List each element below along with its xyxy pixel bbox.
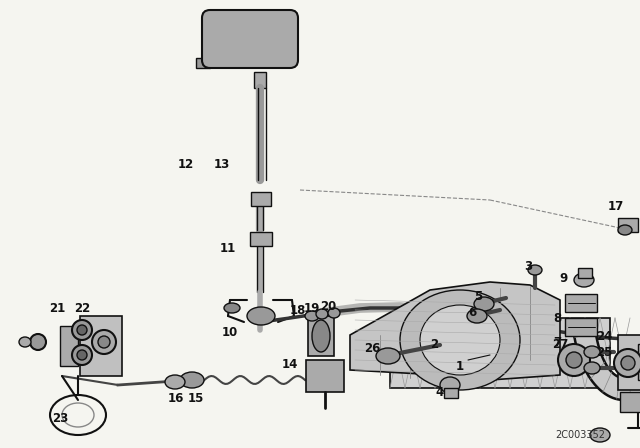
Bar (618, 335, 640, 390)
Bar (444, 388, 458, 398)
Text: 2: 2 (430, 339, 438, 352)
Ellipse shape (266, 56, 282, 68)
Ellipse shape (312, 320, 330, 352)
Text: 1: 1 (456, 359, 464, 372)
Ellipse shape (614, 349, 640, 377)
Text: 2C003352: 2C003352 (555, 430, 605, 440)
Text: 17: 17 (608, 199, 624, 212)
Text: 18: 18 (290, 303, 306, 316)
Ellipse shape (165, 375, 185, 389)
Ellipse shape (584, 362, 600, 374)
Ellipse shape (247, 307, 275, 325)
Ellipse shape (618, 225, 632, 235)
Ellipse shape (400, 290, 520, 390)
Text: 4: 4 (436, 387, 444, 400)
Ellipse shape (467, 309, 487, 323)
Bar (251, 192, 271, 206)
Text: 5: 5 (474, 289, 482, 302)
Text: 7: 7 (553, 336, 561, 349)
Ellipse shape (528, 265, 542, 275)
Ellipse shape (574, 273, 594, 287)
Text: 21: 21 (49, 302, 65, 314)
Ellipse shape (180, 372, 204, 388)
Text: 8: 8 (553, 311, 561, 324)
Text: 25: 25 (596, 345, 612, 358)
Text: 27: 27 (552, 339, 568, 352)
Ellipse shape (584, 346, 600, 358)
Bar (196, 58, 210, 68)
Ellipse shape (77, 350, 87, 360)
Bar (80, 316, 122, 376)
Ellipse shape (440, 377, 460, 393)
Text: 3: 3 (524, 260, 532, 273)
Bar (565, 318, 597, 336)
Bar (254, 72, 266, 88)
Ellipse shape (621, 356, 635, 370)
Ellipse shape (72, 345, 92, 365)
Ellipse shape (558, 344, 590, 376)
Bar (60, 326, 78, 366)
Ellipse shape (328, 308, 340, 318)
Bar (250, 232, 272, 246)
Text: 10: 10 (222, 327, 238, 340)
Text: 16: 16 (168, 392, 184, 405)
Ellipse shape (77, 325, 87, 335)
Polygon shape (573, 321, 640, 400)
Bar (620, 392, 640, 412)
Bar (578, 268, 592, 278)
Ellipse shape (590, 428, 610, 442)
Text: 15: 15 (188, 392, 204, 405)
Ellipse shape (566, 352, 582, 368)
Text: 26: 26 (364, 341, 380, 354)
Text: 19: 19 (304, 302, 320, 314)
Ellipse shape (98, 336, 110, 348)
Text: 23: 23 (52, 412, 68, 425)
Bar (306, 360, 344, 392)
Ellipse shape (420, 305, 500, 375)
Ellipse shape (30, 334, 46, 350)
Ellipse shape (474, 297, 494, 311)
Ellipse shape (305, 311, 319, 321)
Text: 14: 14 (282, 358, 298, 371)
Text: 12: 12 (178, 159, 194, 172)
Bar (638, 344, 640, 380)
Ellipse shape (19, 337, 31, 347)
Text: 9: 9 (559, 271, 567, 284)
Bar (565, 294, 597, 312)
Text: 24: 24 (596, 329, 612, 343)
Ellipse shape (376, 348, 400, 364)
Ellipse shape (92, 330, 116, 354)
Text: 6: 6 (468, 306, 476, 319)
Ellipse shape (316, 309, 328, 319)
Text: 20: 20 (320, 301, 336, 314)
Text: 13: 13 (214, 159, 230, 172)
Bar (618, 218, 638, 232)
Text: 22: 22 (74, 302, 90, 314)
Ellipse shape (252, 234, 270, 246)
Text: 11: 11 (220, 241, 236, 254)
Ellipse shape (224, 303, 240, 313)
Polygon shape (350, 282, 560, 380)
FancyBboxPatch shape (202, 10, 298, 68)
Ellipse shape (72, 320, 92, 340)
Bar (308, 316, 334, 356)
Bar (390, 318, 610, 388)
